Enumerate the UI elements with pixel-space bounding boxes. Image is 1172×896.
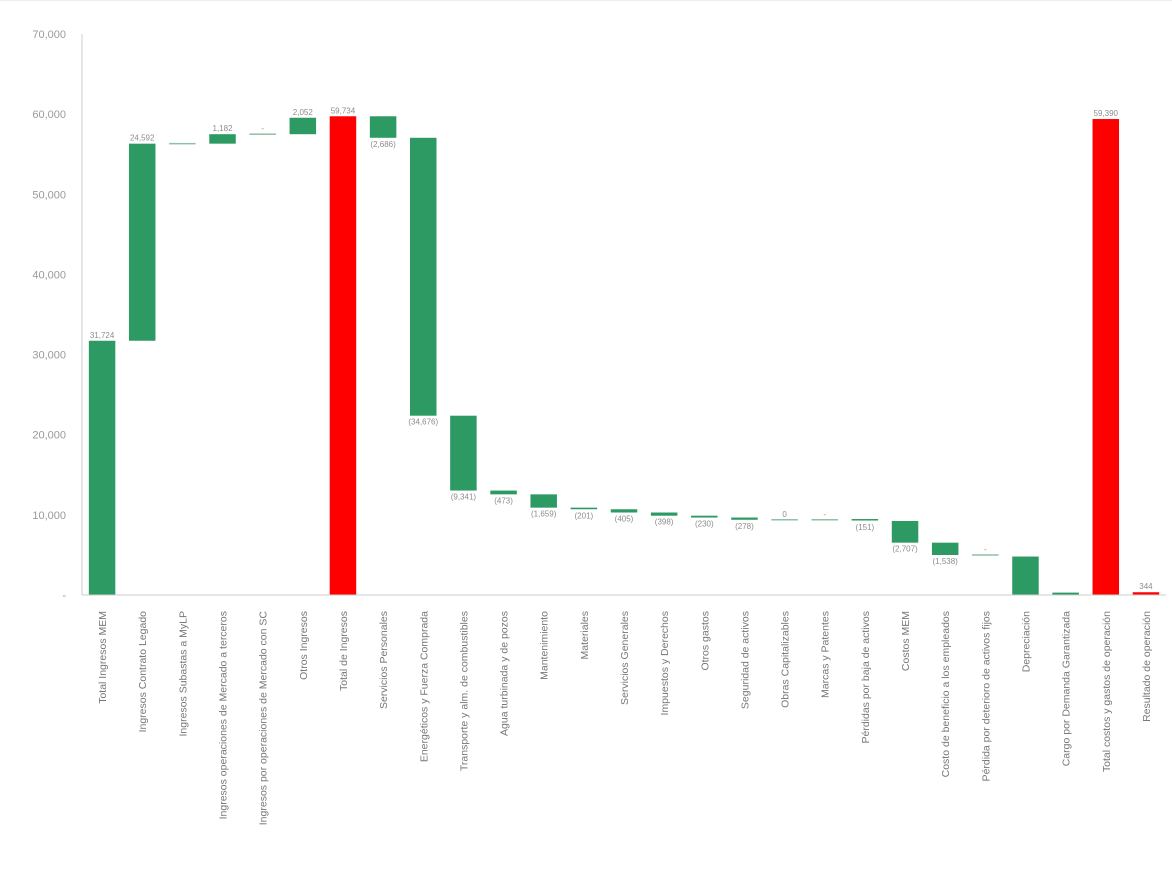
increase-bar xyxy=(88,340,116,595)
increase-bar xyxy=(169,142,196,145)
x-category-label: Energéticos y Fuerza Comprada xyxy=(418,611,430,762)
x-category-label: Resultado de operación xyxy=(1141,611,1153,722)
bar-value-label: (1,659) xyxy=(531,510,557,519)
x-category-label: Total Ingresos MEM xyxy=(97,611,109,704)
y-tick-label: 20,000 xyxy=(32,430,66,442)
x-category-label: Depreciación xyxy=(1020,611,1032,672)
x-category-label: Pérdida por deterioro de activos fijos xyxy=(980,611,992,781)
y-tick-label: 60,000 xyxy=(32,109,66,121)
increase-bar xyxy=(209,134,236,144)
y-tick-label: 40,000 xyxy=(32,269,66,281)
bars-group xyxy=(88,116,1160,596)
x-category-label: Otros gastos xyxy=(699,611,711,671)
increase-bar xyxy=(811,519,838,521)
x-category-label: Materiales xyxy=(579,611,591,659)
x-category-label: Transporte y alm. de combustibles xyxy=(458,611,470,771)
bar-value-label: 59,734 xyxy=(331,106,356,115)
decrease-bar xyxy=(410,137,437,416)
decrease-bar xyxy=(931,542,959,555)
x-axis: Total Ingresos MEM Ingresos Contrato Lega… xyxy=(82,594,1166,826)
increase-bar xyxy=(128,143,156,341)
decrease-bar xyxy=(490,490,517,495)
x-category-label: Ingresos Subastas a MyLP xyxy=(177,611,189,736)
bar-value-label: - xyxy=(261,124,264,133)
decrease-bar xyxy=(891,520,919,543)
x-category-label: Servicios Generales xyxy=(619,611,631,705)
data-labels-group: 31,724 24,592 1,182 - 2,052 59,734 (2,686) (34,… xyxy=(90,106,1153,591)
bar-value-label: (278) xyxy=(735,522,754,531)
bar-value-label: (1,538) xyxy=(933,557,959,566)
increase-bar xyxy=(249,133,276,135)
y-axis: - 10,000 20,000 30,000 40,000 50,000 60,000 70,… xyxy=(32,29,83,602)
decrease-bar xyxy=(530,494,557,508)
decrease-bar xyxy=(450,415,477,491)
decrease-bar xyxy=(369,116,397,138)
x-category-label: Cargo por Demanda Garantizada xyxy=(1061,611,1073,766)
y-tick-label: - xyxy=(62,590,66,602)
increase-bar xyxy=(289,117,317,135)
bar-value-label: 31,724 xyxy=(90,331,115,340)
x-category-label: Total de Ingresos xyxy=(338,611,350,691)
bar-value-label: (405) xyxy=(615,515,634,524)
bar-value-label: (398) xyxy=(655,518,674,527)
bar-value-label: - xyxy=(823,510,826,519)
bar-value-label: (34,676) xyxy=(408,418,438,427)
decrease-bar xyxy=(851,519,879,521)
x-category-label: Total costos y gastos de operación xyxy=(1101,611,1113,772)
decrease-bar xyxy=(650,512,678,516)
bar-value-label: 59,390 xyxy=(1094,109,1119,118)
bar-value-label: (2,707) xyxy=(892,545,918,554)
bar-value-label: 0 xyxy=(782,510,787,519)
x-category-label: Seguridad de activos xyxy=(739,611,751,709)
bar-value-label: 2,052 xyxy=(293,108,314,117)
decrease-bar xyxy=(731,517,758,520)
x-category-label: Ingresos operaciones de Mercado a tercer… xyxy=(218,611,230,819)
x-category-label: Servicios Personales xyxy=(378,611,390,709)
total-bar xyxy=(329,116,357,596)
bar-value-label: (151) xyxy=(856,523,875,532)
bar-value-label: 344 xyxy=(1139,582,1153,591)
total-bar xyxy=(1132,592,1160,595)
x-category-label: Obras Capitalizables xyxy=(780,611,792,708)
bar-value-label: (230) xyxy=(695,520,714,529)
x-category-label: Agua turbinada y de pozos xyxy=(499,611,511,736)
x-category-label: Ingresos Contrato Legado xyxy=(137,611,149,733)
y-tick-label: 30,000 xyxy=(32,350,66,362)
y-tick-label: 10,000 xyxy=(32,510,66,522)
x-category-label: Costo de beneficio a los empleados xyxy=(940,611,952,777)
increase-bar xyxy=(771,519,798,521)
y-tick-label: 70,000 xyxy=(32,29,66,41)
total-bar xyxy=(1092,119,1120,595)
decrease-bar xyxy=(570,507,598,510)
bar-value-label: - xyxy=(984,545,987,554)
bar-value-label: 24,592 xyxy=(130,134,155,143)
increase-bar xyxy=(1012,556,1039,595)
bar-value-label: (2,686) xyxy=(370,140,396,149)
x-category-label: Impuestos y Derechos xyxy=(659,611,671,715)
increase-bar xyxy=(1052,592,1079,595)
x-category-label: Pérdidas por baja de activos xyxy=(860,611,872,744)
bar-value-label: (9,341) xyxy=(451,493,477,502)
x-category-label: Ingresos por operaciones de Mercado con … xyxy=(258,611,270,826)
bar-value-label: (201) xyxy=(575,511,594,520)
x-category-label: Marcas y Patentes xyxy=(820,611,832,698)
y-tick-label: 50,000 xyxy=(32,189,66,201)
decrease-bar xyxy=(610,509,638,513)
x-category-label: Costos MEM xyxy=(900,611,912,671)
increase-bar xyxy=(972,554,999,556)
x-category-label: Mantenimiento xyxy=(539,611,551,680)
decrease-bar xyxy=(691,515,718,518)
bar-value-label: (473) xyxy=(494,496,513,505)
x-category-label: Otros Ingresos xyxy=(298,611,310,680)
bar-value-label: 1,182 xyxy=(213,124,234,133)
